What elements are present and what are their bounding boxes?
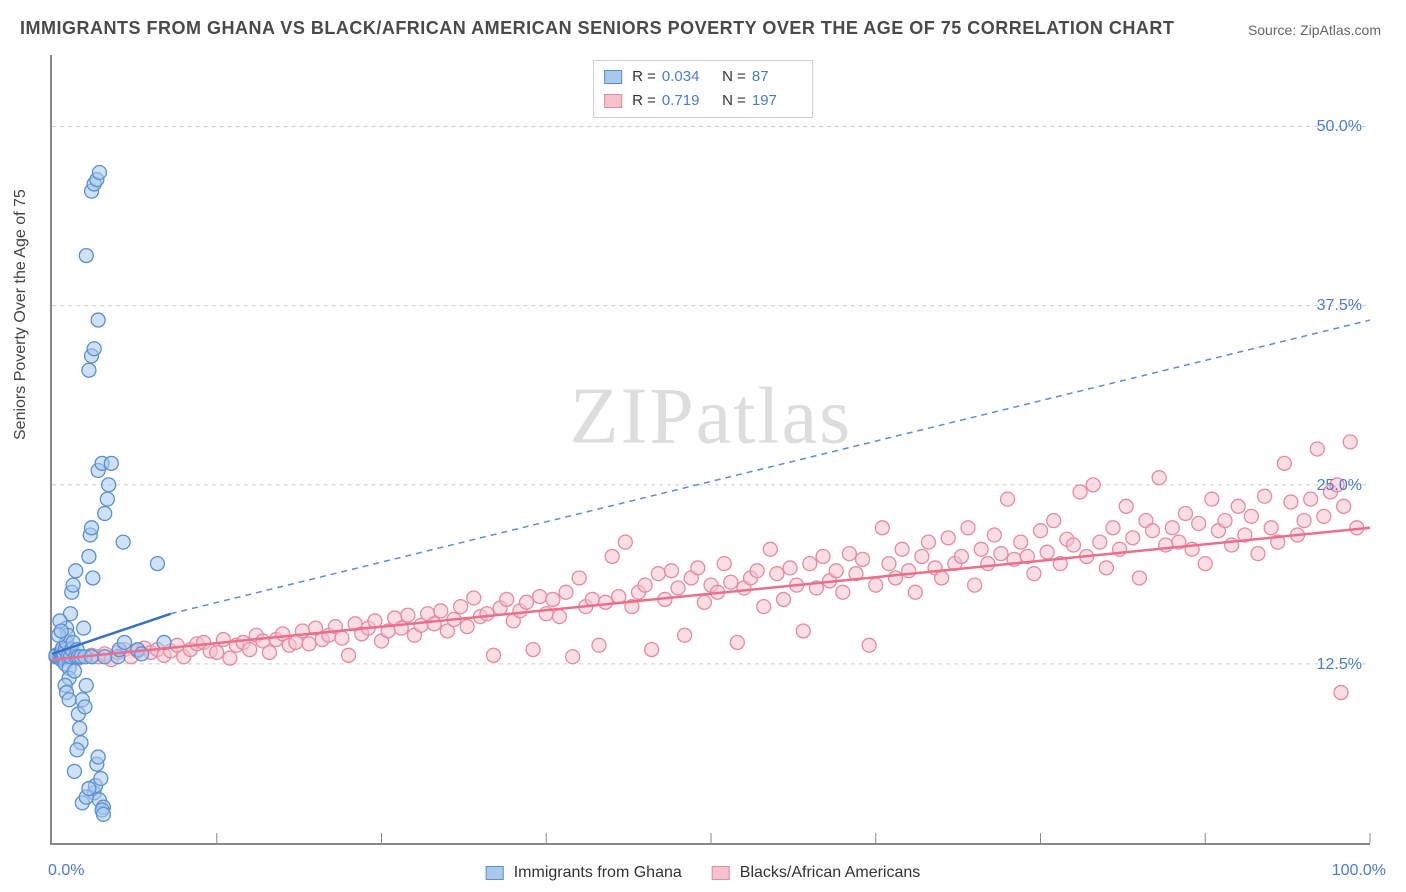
stat-r-label: R = <box>632 89 656 113</box>
legend-stats-row-black: R = 0.719 N = 197 <box>604 89 802 113</box>
legend-label-ghana: Immigrants from Ghana <box>514 864 682 882</box>
y-axis-label: Seniors Poverty Over the Age of 75 <box>12 189 30 440</box>
y-tick-label: 37.5% <box>1317 297 1362 315</box>
legend-item-ghana: Immigrants from Ghana <box>486 864 682 882</box>
y-tick-label: 25.0% <box>1317 477 1362 495</box>
legend-stats-box: R = 0.034 N = 87 R = 0.719 N = 197 <box>593 60 813 118</box>
swatch-blue <box>604 70 622 84</box>
plot-area: ZIPatlas 12.5%25.0%37.5%50.0% <box>50 55 1370 845</box>
swatch-pink <box>604 94 622 108</box>
scatter-svg <box>52 55 1370 843</box>
swatch-blue-icon <box>486 866 504 880</box>
stat-r-ghana: 0.034 <box>662 65 712 89</box>
legend-stats-row-ghana: R = 0.034 N = 87 <box>604 65 802 89</box>
y-tick-label: 12.5% <box>1317 656 1362 674</box>
stat-r-label: R = <box>632 65 656 89</box>
stat-n-label: N = <box>718 89 746 113</box>
source-label: Source: ZipAtlas.com <box>1248 22 1381 38</box>
stat-n-ghana: 87 <box>752 65 802 89</box>
legend-label-black: Blacks/African Americans <box>740 864 921 882</box>
stat-n-label: N = <box>718 65 746 89</box>
chart-title: IMMIGRANTS FROM GHANA VS BLACK/AFRICAN A… <box>20 18 1174 39</box>
x-tick-100: 100.0% <box>1332 862 1386 880</box>
x-tick-0: 0.0% <box>48 862 84 880</box>
legend-item-black: Blacks/African Americans <box>712 864 921 882</box>
stat-r-black: 0.719 <box>662 89 712 113</box>
stat-n-black: 197 <box>752 89 802 113</box>
swatch-pink-icon <box>712 866 730 880</box>
y-tick-label: 50.0% <box>1317 118 1362 136</box>
bottom-legend: Immigrants from Ghana Blacks/African Ame… <box>486 864 921 882</box>
